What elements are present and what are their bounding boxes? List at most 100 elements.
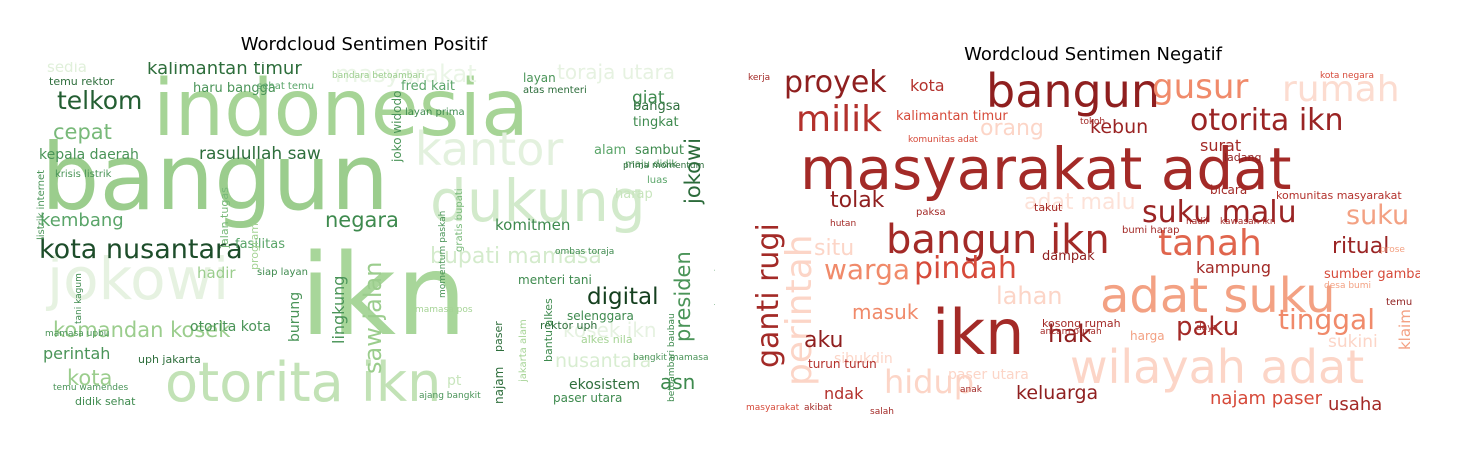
cloud-word: ajang bangkit <box>419 391 481 401</box>
cloud-word: lingkung <box>329 275 348 344</box>
cloud-word: bangkit mamasa <box>633 353 709 363</box>
cloud-word: temu rektor <box>49 75 115 88</box>
cloud-word: bangun <box>986 68 1161 118</box>
cloud-word: adat malu <box>1024 190 1136 215</box>
cloud-word: ritual <box>1332 234 1390 259</box>
cloud-word: ombas toraja <box>555 247 615 257</box>
cloud-word: tani kagum <box>74 273 84 324</box>
cloud-word: bicara <box>1210 183 1248 197</box>
cloud-word: tanah <box>1158 223 1262 264</box>
cloud-word: kota <box>910 76 945 95</box>
cloud-word: hadir <box>197 264 236 282</box>
cloud-word: pt <box>447 373 462 389</box>
cloud-word: haru bangga <box>193 81 276 96</box>
cloud-word: bangun ikn <box>886 217 1110 263</box>
cloud-word: kota nusantara <box>39 234 243 265</box>
cloud-word: otorita kota <box>190 319 272 335</box>
cloud-word: hutan <box>830 219 857 229</box>
cloud-word: perintah <box>43 344 111 363</box>
cloud-word: komandan kosek <box>53 318 231 342</box>
cloud-word: mamasa upbu <box>45 329 110 339</box>
cloud-word: toraja utara <box>557 62 675 84</box>
cloud-word: layan prima <box>405 107 465 118</box>
cloud-word: hak <box>1048 320 1092 348</box>
cloud-word: fred kait <box>401 79 455 94</box>
cloud-word: siap layan <box>257 267 308 278</box>
cloud-word: lahan <box>996 282 1063 310</box>
cloud-word: jokowi <box>681 138 705 204</box>
cloud-word: paser utara <box>948 367 1029 383</box>
cloud-word: telkom <box>57 86 143 115</box>
cloud-word: kawasan ikn <box>1220 217 1276 227</box>
cloud-word: desa bumi <box>1324 281 1371 291</box>
cloud-word: mamasa pos <box>415 305 473 315</box>
cloud-word: tolak <box>830 188 885 213</box>
cloud-word: pindah <box>914 251 1017 286</box>
cloud-word: kosong rumah <box>1042 317 1121 330</box>
cloud-word: dukung <box>430 167 646 235</box>
wordcloud-negative: masyarakat adat ikn bangun gusur rumah p… <box>740 68 1420 416</box>
cloud-word: ekosistem <box>569 377 641 393</box>
cloud-word: milik <box>796 99 882 140</box>
cloud-word: anak <box>960 385 982 395</box>
cloud-word: sedia <box>47 62 87 76</box>
cloud-word: luas <box>647 175 668 186</box>
cloud-word: fasilitas <box>235 237 285 252</box>
cloud-word: momentum paskah <box>438 210 448 298</box>
cloud-word: kalimantan timur <box>896 109 1008 124</box>
wordcloud-negative-panel: Wordcloud Sentimen Negatif masyarakat ad… <box>728 0 1458 454</box>
cloud-word: tokoh <box>1080 117 1106 127</box>
cloud-word: tinggal <box>1278 303 1375 336</box>
cloud-word: najam <box>492 366 506 404</box>
cloud-word: alkes nila <box>581 333 633 346</box>
cloud-word: otorita ikn <box>1190 103 1344 138</box>
cloud-word: program <box>248 223 261 270</box>
cloud-word: ancam punah <box>1040 327 1102 337</box>
panel-title: Wordcloud Sentimen Negatif <box>964 44 1222 65</box>
cloud-word: najam paser <box>1210 388 1323 409</box>
cloud-word: suku <box>1346 200 1410 231</box>
cloud-word: sambut <box>635 143 684 158</box>
cloud-word: komunitas adat <box>908 135 978 145</box>
cloud-word: ikn <box>932 296 1025 369</box>
cloud-word: cepat <box>53 120 112 144</box>
cloud-word: wilayah adat <box>1070 340 1365 394</box>
cloud-word: menteri tani <box>518 273 592 287</box>
cloud-word: orang <box>980 116 1044 141</box>
cloud-word: kota negara <box>1320 71 1374 81</box>
cloud-word: hadir <box>1186 217 1210 227</box>
cloud-word: paser <box>492 321 505 352</box>
cloud-word: bumi harap <box>1122 225 1180 236</box>
panel-title: Wordcloud Sentimen Positif <box>240 34 488 55</box>
cloud-word: hidup <box>884 363 975 401</box>
cloud-word: ladang <box>1224 151 1262 164</box>
cloud-word: jokowi <box>47 245 230 313</box>
cloud-word: ganti rugi <box>751 223 786 368</box>
cloud-word: kembang <box>40 210 124 231</box>
cloud-word: nusantara <box>555 350 652 372</box>
cloud-word: surat <box>1200 136 1242 155</box>
cloud-word: kepala daerah <box>39 147 139 163</box>
cloud-word: rumah <box>1282 69 1400 110</box>
cloud-word: giat <box>632 88 665 108</box>
cloud-word: kota <box>67 366 113 390</box>
cloud-word: indonesia <box>153 64 529 154</box>
cloud-word: usaha <box>1328 394 1383 415</box>
cloud-word: turun turun <box>808 357 877 371</box>
cloud-word: masyarakat <box>335 62 477 88</box>
cloud-word: atas menteri <box>523 85 587 96</box>
cloud-word: komunitas masyarakat <box>1276 189 1402 202</box>
cloud-word: kantor <box>415 122 564 176</box>
cloud-word: paser utara <box>553 391 623 405</box>
cloud-word: kampung <box>1196 258 1271 277</box>
cloud-word: alam <box>594 143 627 158</box>
cloud-word: prose <box>1380 245 1405 255</box>
cloud-word: didik sehat <box>75 395 136 408</box>
cloud-word: betoambari baubau <box>667 313 677 402</box>
cloud-word: aku <box>804 328 844 353</box>
cloud-word: daya <box>1196 323 1219 333</box>
cloud-word: temu <box>1386 297 1413 308</box>
cloud-word: bangsa <box>633 99 681 114</box>
cloud-word: uph jakarta <box>138 353 201 366</box>
cloud-word: rektor uph <box>540 319 598 332</box>
